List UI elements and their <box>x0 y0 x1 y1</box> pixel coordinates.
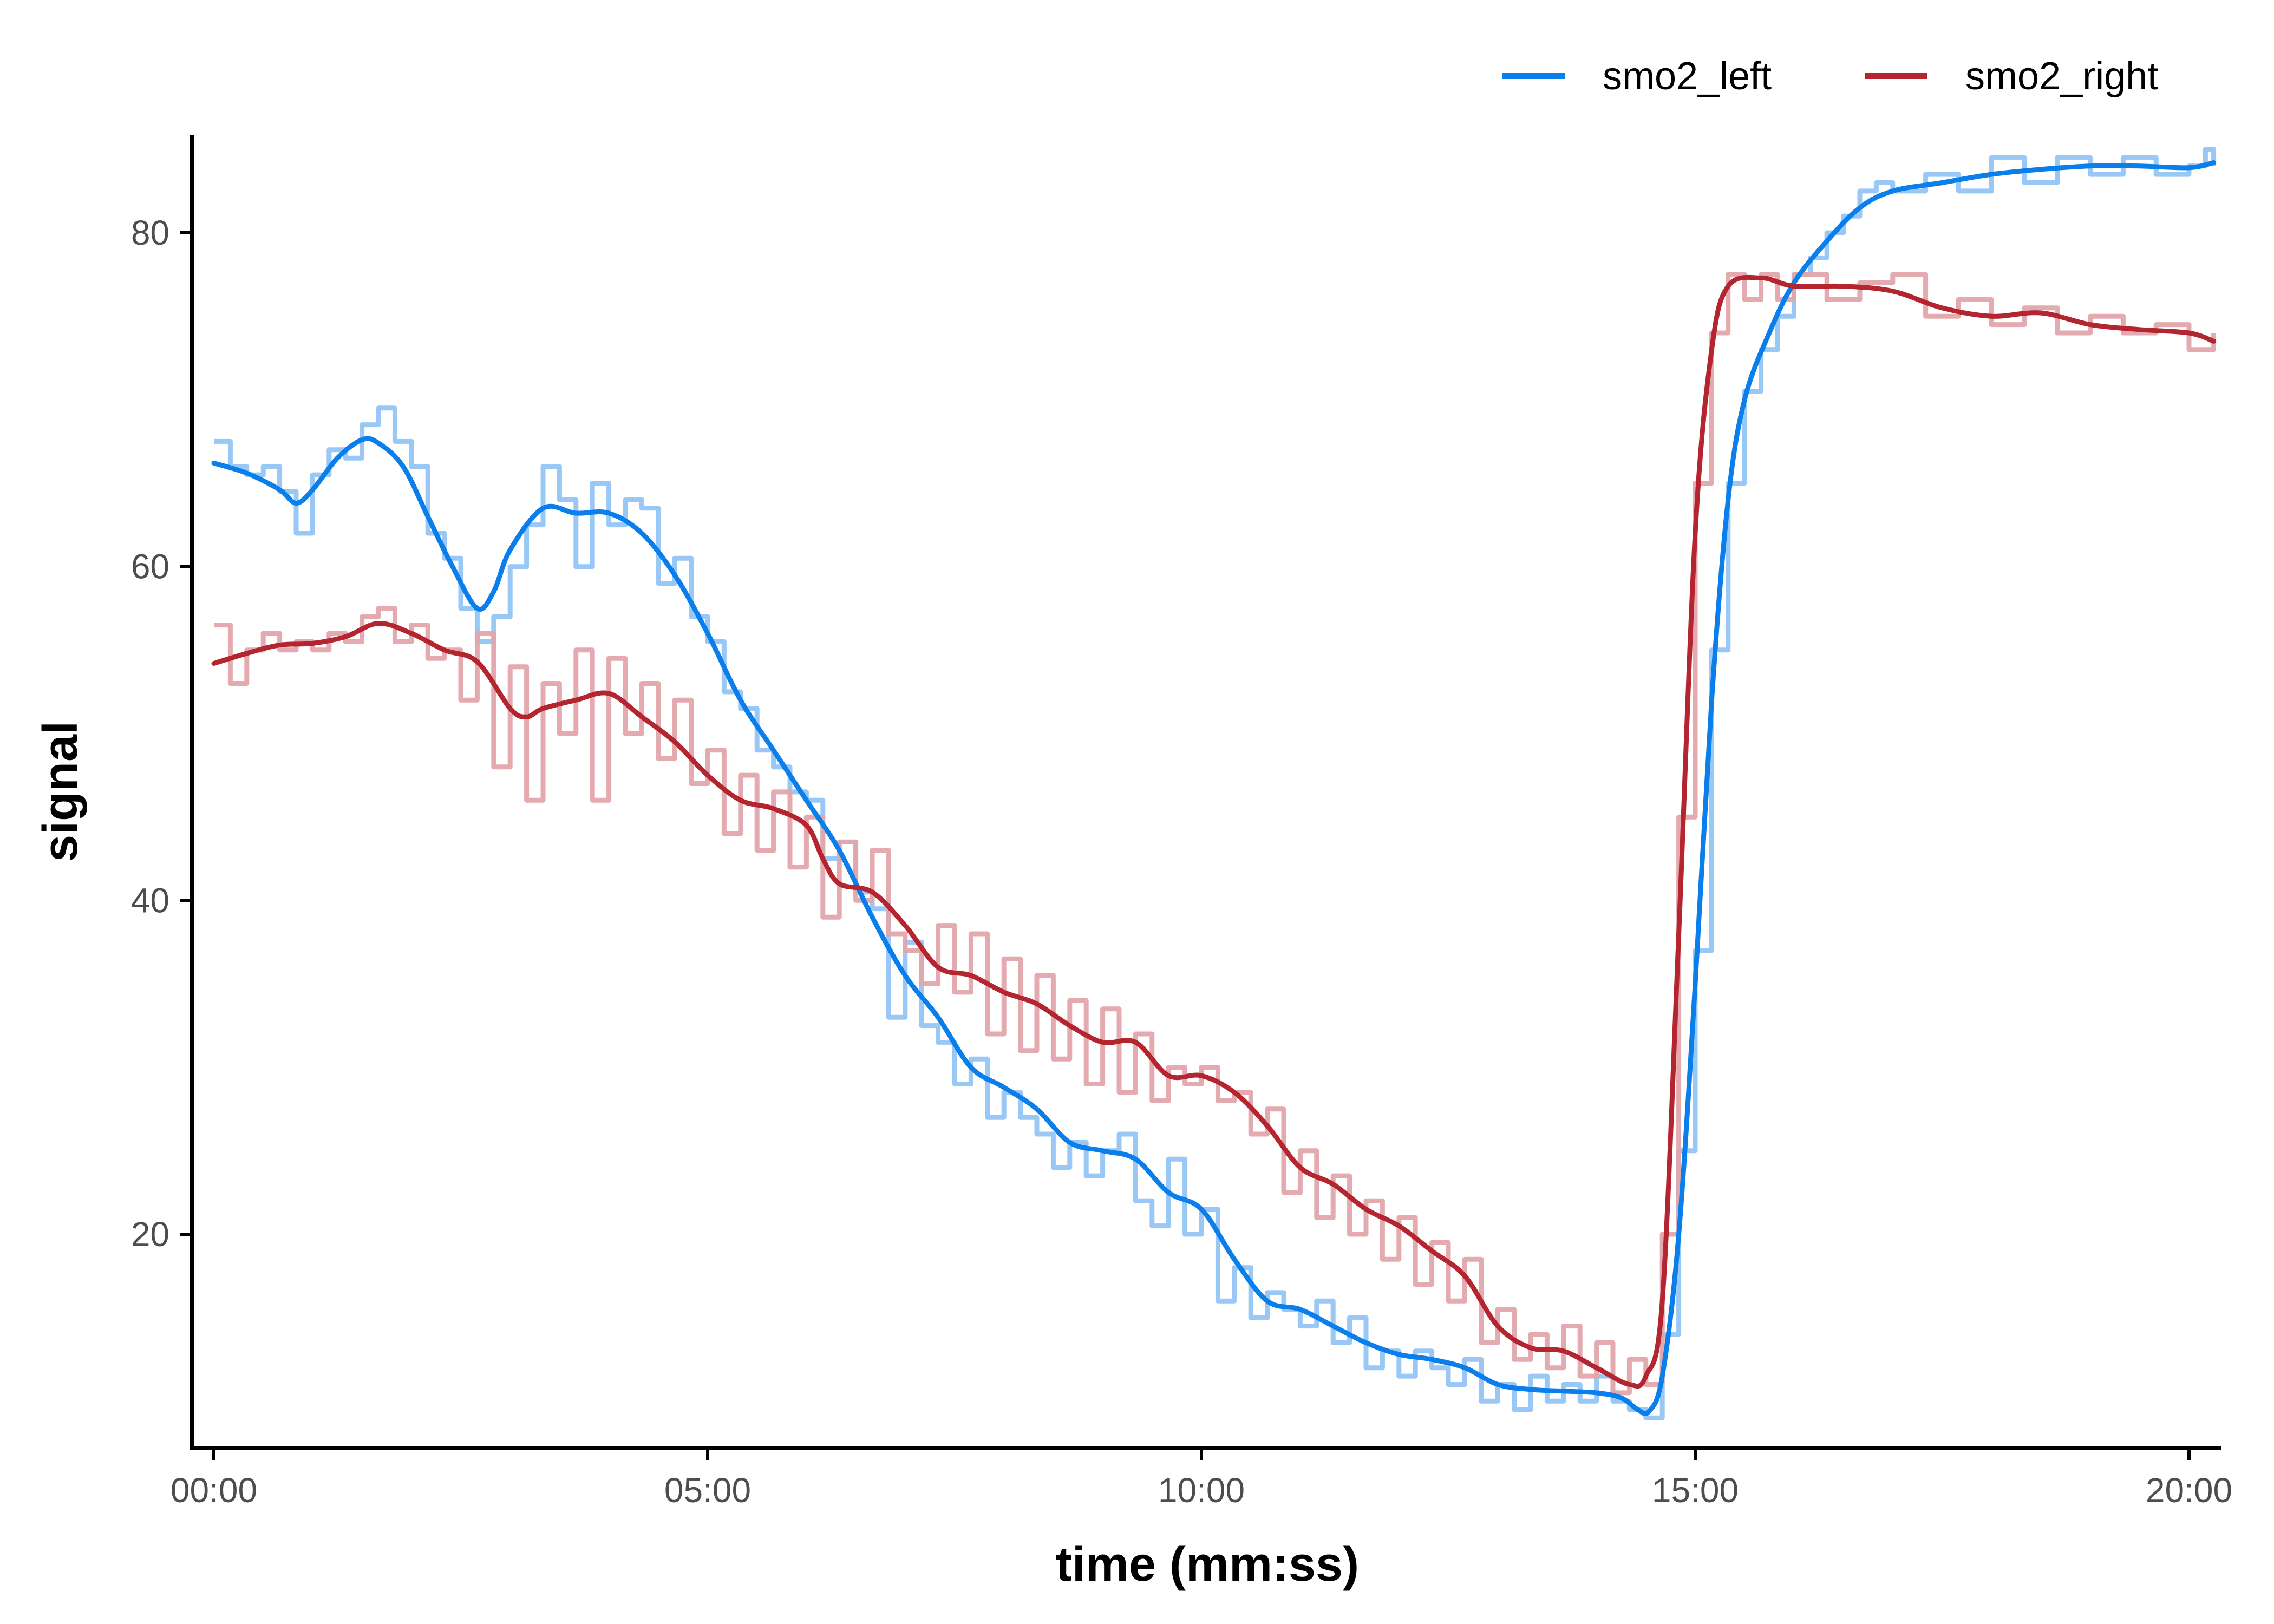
x-axis-ticks: 00:00 05:00 10:00 15:00 20:00 <box>171 1448 2232 1510</box>
y-axis-ticks: 20 40 60 80 <box>131 213 192 1254</box>
smoothed-line-smo2_right <box>211 274 2217 1389</box>
x-tick-label: 10:00 <box>1158 1471 1245 1510</box>
smoothed-series-layer <box>211 160 2217 1416</box>
x-tick-label: 05:00 <box>664 1471 751 1510</box>
x-tick-label: 20:00 <box>2146 1471 2232 1510</box>
legend-label-smo2_right: smo2_right <box>1965 55 2158 98</box>
smoothed-line-smo2_left <box>211 160 2217 1416</box>
x-tick-label: 15:00 <box>1652 1471 1739 1510</box>
y-tick-label: 80 <box>131 213 169 252</box>
legend: smo2_left smo2_right <box>1502 55 2158 98</box>
legend-label-smo2_left: smo2_left <box>1603 55 1772 98</box>
y-tick-label: 20 <box>131 1215 169 1254</box>
raw-series-layer <box>214 147 2217 1420</box>
y-axis-title: signal <box>34 721 88 862</box>
x-axis-title: time (mm:ss) <box>1056 1537 1359 1592</box>
raw-line-smo2_left <box>214 147 2217 1420</box>
y-tick-label: 60 <box>131 547 169 586</box>
y-tick-label: 40 <box>131 881 169 920</box>
raw-line-smo2_right <box>214 272 2217 1396</box>
x-tick-label: 00:00 <box>171 1471 257 1510</box>
